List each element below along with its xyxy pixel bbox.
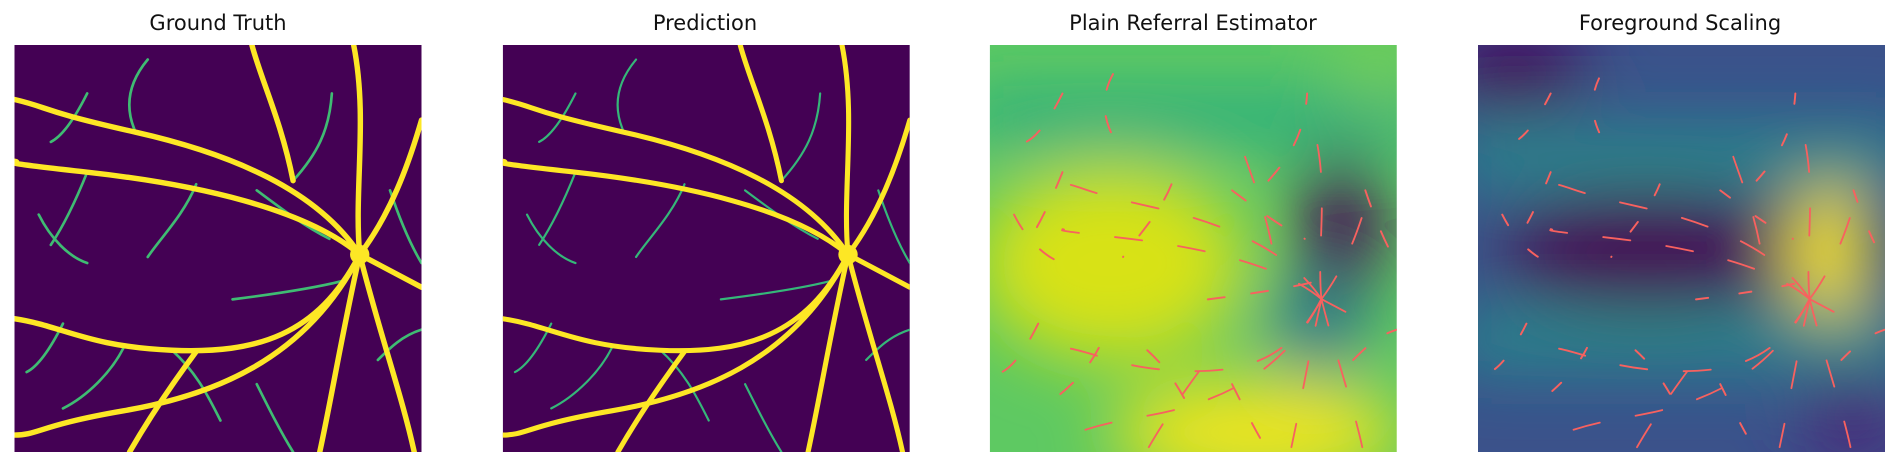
prediction-image xyxy=(502,45,910,452)
panel-title: Ground Truth xyxy=(149,11,286,35)
panel-title: Foreground Scaling xyxy=(1579,11,1781,35)
ground-truth-image xyxy=(14,45,422,452)
panel-title: Plain Referral Estimator xyxy=(1069,11,1317,35)
referral-heatmap xyxy=(989,45,1397,452)
foreground-scaling-heatmap xyxy=(1478,45,1885,452)
panel-title: Prediction xyxy=(653,11,757,35)
